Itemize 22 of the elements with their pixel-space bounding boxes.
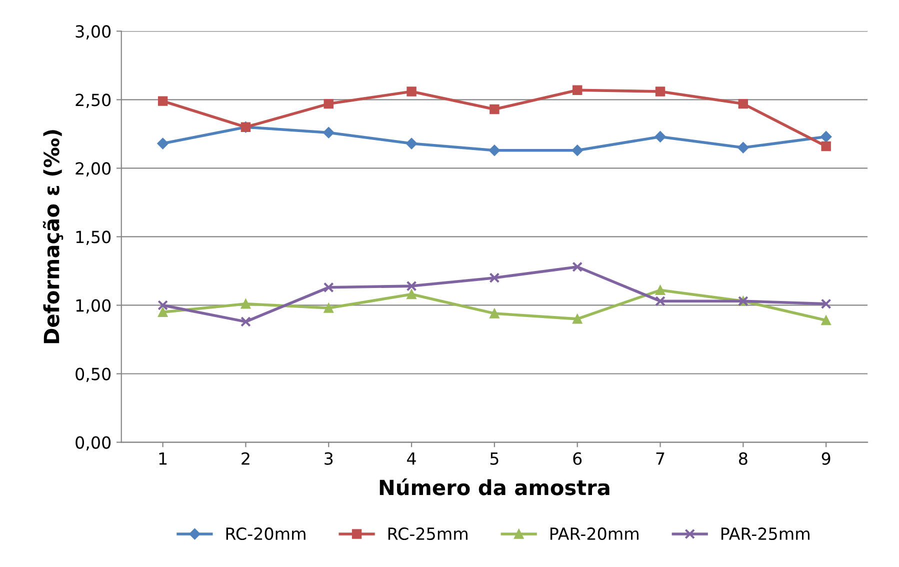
- x-tick-label: 9: [822, 452, 830, 465]
- y-tick-label: 1,50: [76, 230, 111, 245]
- x-axis-title: Número da amostra: [380, 478, 610, 496]
- x-tick-label: 2: [242, 452, 250, 465]
- x-tick-label: 8: [739, 452, 748, 465]
- y-tick-label: 0,50: [76, 368, 111, 382]
- x-tick-label: 7: [656, 452, 664, 465]
- x-tick-label: 5: [490, 452, 498, 465]
- y-tick-label: 2,50: [76, 94, 111, 108]
- x-tick-label: 4: [407, 452, 416, 465]
- y-tick-label: 2,00: [76, 162, 111, 176]
- y-tick-label: 0,00: [76, 436, 111, 451]
- y-axis-title: Deformação ε (‰): [42, 130, 64, 344]
- legend-label: PAR-25mm: [721, 527, 810, 540]
- y-tick-label: 1,00: [76, 299, 111, 314]
- legend-label: RC-25mm: [388, 527, 468, 540]
- x-tick-label: 3: [324, 452, 333, 465]
- x-tick-label: 1: [159, 452, 167, 465]
- legend-label: RC-20mm: [226, 527, 306, 540]
- legend-label: PAR-20mm: [550, 527, 638, 540]
- x-tick-label: 6: [573, 452, 582, 465]
- y-tick-label: 3,00: [76, 25, 111, 40]
